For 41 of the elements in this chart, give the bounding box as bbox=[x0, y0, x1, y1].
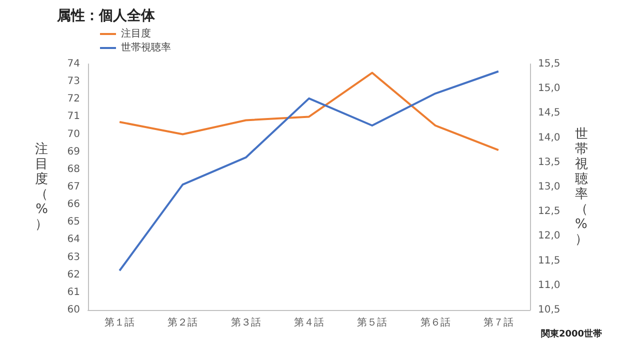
x-tick-label: 第６話 bbox=[420, 316, 450, 328]
chart-title: 属性：個人全体 bbox=[56, 8, 156, 24]
y-tick-label: 68 bbox=[67, 164, 80, 175]
y-tick-label: 69 bbox=[67, 146, 80, 158]
y-tick-label: 65 bbox=[67, 216, 80, 228]
x-tick-label: 第１話 bbox=[104, 316, 135, 328]
y-tick-label: 71 bbox=[67, 111, 80, 122]
y2-tick-label: 14,0 bbox=[538, 132, 560, 144]
y-tick-label: 61 bbox=[67, 286, 80, 298]
y2-axis-title: 世帯視聴率（%） bbox=[575, 127, 588, 247]
y2-tick-label: 10,5 bbox=[538, 304, 560, 316]
x-tick-label: 第３話 bbox=[230, 316, 261, 328]
x-tick-label: 第５話 bbox=[357, 316, 388, 328]
y-tick-label: 67 bbox=[67, 182, 80, 192]
y2-tick-label: 13,0 bbox=[538, 182, 560, 192]
y-tick-label: 66 bbox=[67, 199, 80, 210]
legend-label: 世帯視聴率 bbox=[121, 42, 171, 54]
line-series bbox=[118, 70, 500, 272]
y-tick-label: 73 bbox=[67, 76, 80, 88]
x-tick-label: 第２話 bbox=[168, 316, 198, 328]
y-axis-title: 注目度（%） bbox=[35, 142, 48, 232]
y2-tick-label: 15,5 bbox=[538, 58, 560, 70]
y-tick-label: 72 bbox=[67, 94, 80, 105]
y-tick-label: 63 bbox=[67, 252, 80, 263]
y2-tick-label: 12,0 bbox=[538, 230, 560, 242]
y2-tick-label: 13,5 bbox=[538, 156, 560, 168]
y-tick-label: 62 bbox=[67, 269, 80, 280]
y2-tick-label: 11,0 bbox=[538, 280, 560, 291]
y-tick-label: 60 bbox=[67, 304, 80, 316]
y2-tick-label: 14,5 bbox=[538, 108, 560, 119]
y2-tick-label: 11,5 bbox=[538, 255, 560, 266]
x-tick-label: 第４話 bbox=[294, 316, 324, 328]
y-tick-label: 64 bbox=[67, 234, 80, 246]
y2-tick-label: 15,0 bbox=[538, 83, 560, 94]
y2-tick-label: 12,5 bbox=[538, 206, 560, 218]
line-series bbox=[118, 72, 500, 152]
y-tick-label: 74 bbox=[67, 58, 80, 70]
y-tick-label: 70 bbox=[67, 128, 80, 140]
text: 関東2000世帯 bbox=[540, 328, 602, 340]
x-tick-label: 第７話 bbox=[483, 316, 514, 328]
legend-label: 注目度 bbox=[121, 28, 151, 40]
